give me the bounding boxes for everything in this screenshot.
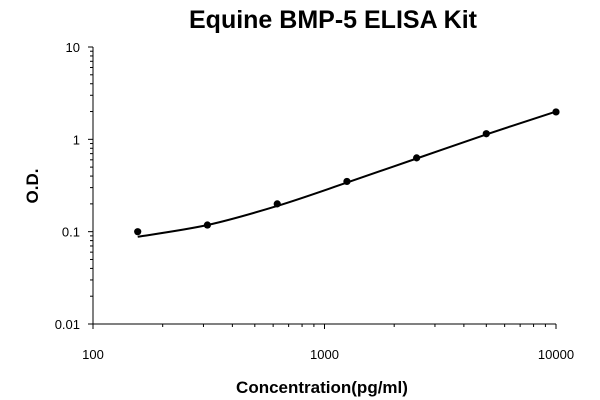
data-point (482, 130, 490, 138)
data-point (552, 108, 560, 116)
axes (92, 47, 556, 325)
data-point (134, 228, 142, 236)
plot-area (134, 108, 560, 238)
x-tick-label: 100 (82, 347, 104, 362)
y-tick-label: 0.01 (55, 317, 80, 332)
fit-curve (137, 110, 557, 238)
data-point (343, 177, 351, 186)
x-tick-label: 10000 (538, 347, 574, 362)
y-tick-label: 10 (66, 40, 80, 55)
data-point (203, 221, 211, 229)
chart-title: Equine BMP-5 ELISA Kit (189, 6, 478, 34)
x-tick-label: 1000 (310, 347, 339, 362)
y-tick-label: 0.1 (62, 225, 80, 240)
ticks: 0.01 0.1 1 10 100 1000 10000 (55, 40, 574, 362)
data-point (273, 200, 281, 208)
y-tick-label: 1 (73, 132, 80, 147)
x-axis-label: Concentration(pg/ml) (236, 378, 408, 397)
data-point (413, 154, 421, 162)
y-axis-label: O.D. (23, 169, 42, 204)
